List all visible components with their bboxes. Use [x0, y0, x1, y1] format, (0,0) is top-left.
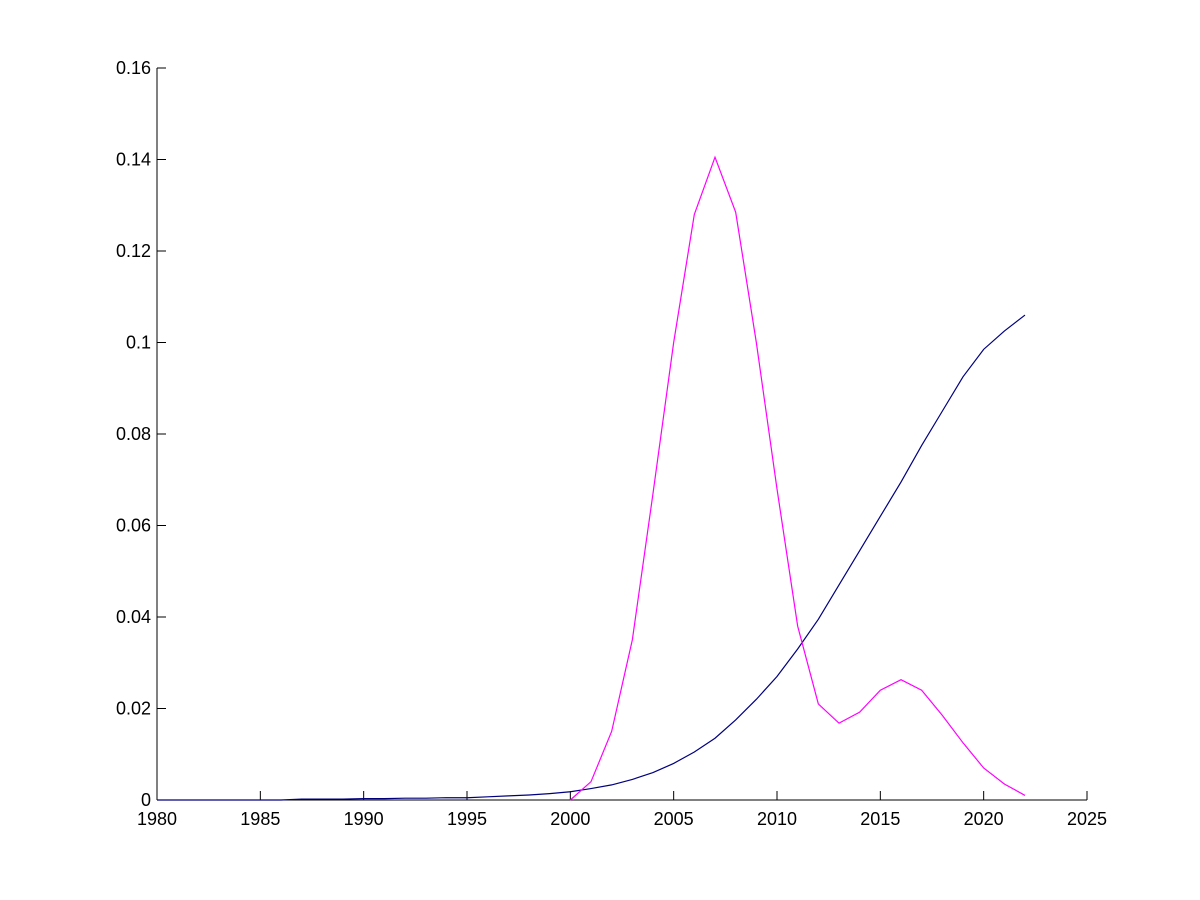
x-tick-label: 2000	[550, 809, 590, 829]
y-tick-label: 0.06	[116, 516, 151, 536]
y-tick-label: 0.1	[126, 333, 151, 353]
x-tick-label: 2025	[1067, 809, 1107, 829]
y-tick-label: 0.12	[116, 241, 151, 261]
y-tick-label: 0.04	[116, 607, 151, 627]
x-tick-label: 1995	[447, 809, 487, 829]
x-tick-label: 2015	[860, 809, 900, 829]
x-tick-label: 2005	[654, 809, 694, 829]
x-tick-label: 1985	[240, 809, 280, 829]
y-tick-label: 0.14	[116, 150, 151, 170]
y-tick-label: 0.16	[116, 58, 151, 78]
x-tick-label: 2020	[964, 809, 1004, 829]
y-tick-label: 0.02	[116, 699, 151, 719]
x-tick-label: 1980	[137, 809, 177, 829]
x-tick-label: 1990	[344, 809, 384, 829]
y-tick-label: 0	[141, 790, 151, 810]
line	[157, 314, 1026, 801]
line	[569, 155, 1026, 801]
y-tick-label: 0.08	[116, 424, 151, 444]
x-tick-label: 2010	[757, 809, 797, 829]
